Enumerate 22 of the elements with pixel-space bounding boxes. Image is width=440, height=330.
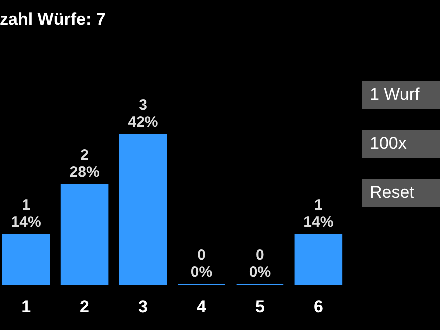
x-tick-label: 6: [314, 298, 324, 316]
annotation: 28%: [70, 164, 100, 181]
data-label: 2: [80, 147, 89, 164]
annotation: 42%: [128, 114, 158, 131]
text: 100x: [370, 134, 408, 153]
data-label: 0: [198, 247, 206, 264]
x-tick-label: 5: [255, 298, 265, 316]
data-label: 1: [22, 197, 30, 214]
data-label: 1: [314, 197, 323, 214]
annotation: 0%: [249, 264, 272, 281]
annotation: 14%: [304, 214, 334, 231]
data-label: 0: [256, 247, 264, 264]
x-tick-label: 4: [197, 298, 208, 316]
text: 1 Wurf: [370, 85, 420, 104]
x-tick-label: 2: [80, 298, 90, 316]
chart-title: zahl Würfe: 7: [0, 10, 106, 29]
x-tick-label: 1: [22, 298, 32, 316]
x-tick-label: 3: [138, 298, 148, 316]
annotation: 14%: [11, 214, 42, 231]
data-label: 3: [139, 97, 148, 114]
annotation: 0%: [190, 264, 213, 281]
text: Reset: [370, 183, 415, 202]
